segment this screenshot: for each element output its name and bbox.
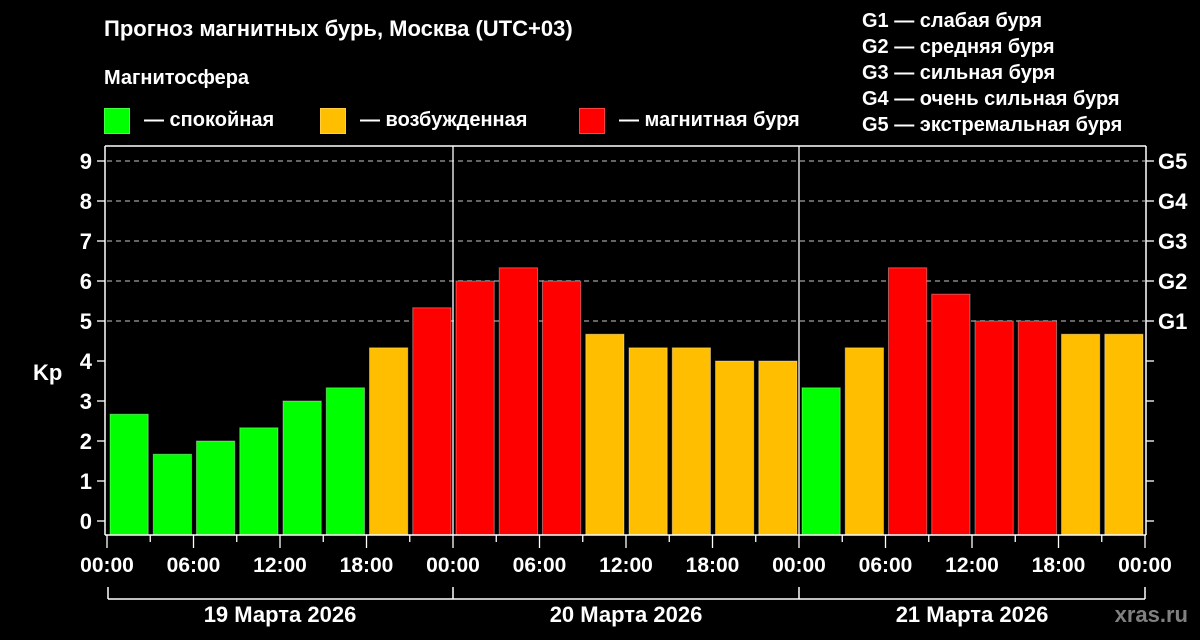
x-tick-label: 00:00 [1118, 554, 1172, 577]
legend-swatch-storm [579, 107, 605, 134]
g-level-label: G1 [1158, 309, 1187, 334]
kp-bar-quiet [239, 427, 279, 536]
x-axis-days: 19 Марта 2026 20 Марта 2026 21 Марта 2026 [107, 587, 1146, 627]
g-scale-legend: G1 — слабая буря G2 — средняя буря G3 — … [862, 8, 1122, 138]
kp-bar-storm [542, 280, 582, 536]
g-scale-item-g1: G1 — слабая буря [862, 10, 1043, 32]
kp-bar-storm [412, 307, 452, 536]
legend-label-storm: — магнитная буря [619, 109, 800, 131]
kp-bar-quiet [152, 453, 192, 536]
kp-bar-quiet [109, 413, 149, 536]
x-tick-label: 12:00 [599, 554, 653, 577]
g-scale-item-g4: G4 — очень сильная буря [862, 88, 1120, 110]
kp-bar-storm [1017, 320, 1057, 536]
watermark: xras.ru [1114, 602, 1188, 627]
legend-item-active: — возбужденная [320, 107, 527, 134]
x-tick-label: 18:00 [1032, 554, 1086, 577]
kp-bar-active [628, 347, 668, 536]
legend-item-storm: — магнитная буря [579, 107, 800, 134]
y-axis-left: 0 1 2 3 4 5 6 7 8 9 [80, 149, 105, 534]
kp-bar-storm [498, 267, 538, 536]
y-tick-label: 8 [80, 189, 92, 214]
chart-subtitle: Магнитосфера [104, 67, 250, 89]
kp-bar-active [758, 360, 798, 536]
kp-bar-quiet [801, 387, 841, 536]
legend-swatch-quiet [104, 107, 130, 134]
x-tick-label: 00:00 [426, 554, 480, 577]
y-tick-label: 3 [80, 389, 92, 414]
x-axis-time: 00:00 06:00 12:00 18:00 00:00 06:00 12:00 18:00… [80, 535, 1172, 577]
x-tick-label: 00:00 [772, 554, 826, 577]
kp-bar-storm [931, 293, 971, 536]
x-tick-label: 06:00 [513, 554, 567, 577]
kp-bar-active [1061, 333, 1101, 536]
x-tick-label: 06:00 [859, 554, 913, 577]
y-axis-right-g-scale: G1 G2 G3 G4 G5 [1146, 149, 1188, 522]
x-tick-label: 12:00 [945, 554, 999, 577]
kp-bar-active [369, 347, 409, 536]
g-level-label: G3 [1158, 229, 1187, 254]
g-level-label: G4 [1158, 189, 1188, 214]
day-label: 19 Марта 2026 [204, 602, 357, 627]
y-tick-label: 4 [80, 349, 93, 374]
g-level-label: G2 [1158, 269, 1187, 294]
kp-bar-quiet [282, 400, 322, 536]
kp-bar-quiet [196, 440, 236, 536]
kp-bar-quiet [325, 387, 365, 536]
y-tick-label: 7 [80, 229, 92, 254]
kp-bar-active [585, 333, 625, 536]
day-label: 20 Марта 2026 [550, 602, 703, 627]
legend-item-quiet: — спокойная [104, 107, 274, 134]
kp-bar-storm [974, 320, 1014, 536]
legend-swatch-active [320, 107, 346, 134]
g-scale-item-g2: G2 — средняя буря [862, 36, 1055, 58]
kp-bar-active [1104, 333, 1144, 536]
kp-bar-storm [455, 280, 495, 536]
chart-title: Прогноз магнитных бурь, Москва (UTC+03) [104, 16, 573, 41]
y-tick-label: 2 [80, 429, 92, 454]
y-tick-label: 6 [80, 269, 92, 294]
y-tick-label: 0 [80, 509, 92, 534]
kp-bar-active [844, 347, 884, 536]
g-scale-item-g3: G3 — сильная буря [862, 62, 1056, 84]
kp-bar-storm [888, 267, 928, 536]
y-tick-label: 5 [80, 309, 92, 334]
y-tick-label: 9 [80, 149, 92, 174]
day-label: 21 Марта 2026 [896, 602, 1049, 627]
x-tick-label: 18:00 [340, 554, 394, 577]
bars [109, 267, 1144, 536]
g-scale-item-g5: G5 — экстремальная буря [862, 114, 1123, 136]
gridlines [107, 160, 1145, 322]
x-tick-label: 06:00 [167, 554, 221, 577]
legend-label-active: — возбужденная [360, 109, 528, 131]
x-tick-label: 18:00 [686, 554, 740, 577]
x-tick-label: 12:00 [253, 554, 307, 577]
legend-label-quiet: — спокойная [144, 109, 275, 131]
y-tick-label: 1 [80, 469, 92, 494]
g-level-label: G5 [1158, 149, 1187, 174]
y-axis-label: Kp [33, 360, 63, 385]
kp-bar-active [715, 360, 755, 536]
x-tick-label: 00:00 [80, 554, 134, 577]
kp-bar-active [671, 347, 711, 536]
